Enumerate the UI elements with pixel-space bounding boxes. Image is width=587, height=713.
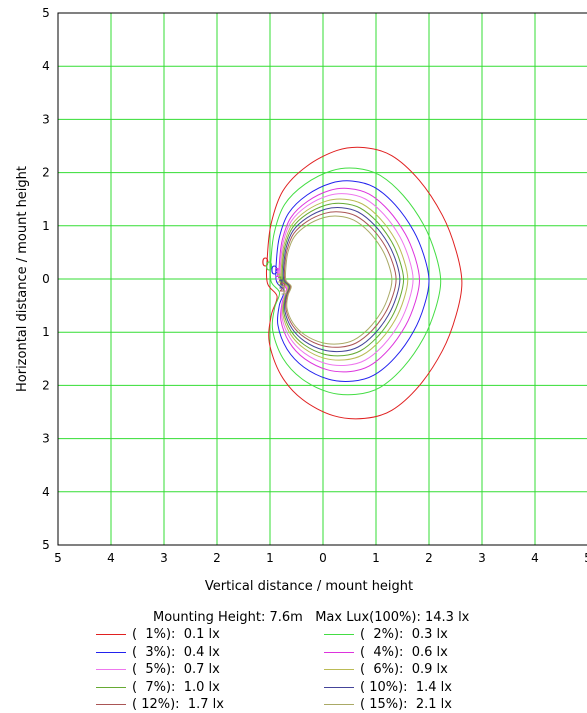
- legend-value: 2.1 lx: [415, 697, 452, 712]
- x-tick-label: 5: [584, 551, 587, 565]
- legend-item: ( 6%): 0.9 lx: [324, 661, 448, 678]
- legend-value: 1.4 lx: [415, 679, 452, 695]
- legend-item: ( 5%): 0.7 lx: [96, 661, 220, 678]
- legend-value: 1.0 lx: [183, 679, 220, 695]
- x-tick-label: 2: [425, 551, 433, 565]
- contour-4-pct: [278, 187, 421, 373]
- legend-pct: ( 10%):: [360, 679, 408, 695]
- legend-value: 0.6 lx: [411, 644, 448, 660]
- y-tick-label: 2: [42, 378, 50, 392]
- contour-label: 1: [275, 269, 283, 283]
- legend-item: ( 3%): 0.4 lx: [96, 644, 220, 661]
- x-tick-label: 4: [107, 551, 115, 565]
- legend-pct: ( 1%):: [132, 627, 176, 642]
- y-axis-label: Horizontal distance / mount height: [15, 166, 30, 392]
- contour-label: 1: [277, 275, 285, 289]
- plot-frame: [57, 12, 587, 546]
- y-tick-label: 3: [42, 432, 50, 446]
- contour-3-pct: [275, 180, 430, 382]
- y-tick-label: 0: [42, 272, 50, 286]
- contour-label: 0: [262, 255, 270, 269]
- y-tick-label: 4: [42, 485, 50, 499]
- legend-item: ( 1%): 0.1 lx: [96, 626, 220, 643]
- legend-pct: ( 3%):: [132, 644, 176, 660]
- legend-swatch: [324, 704, 354, 705]
- legend-value: 0.7 lx: [183, 662, 220, 677]
- contour-label: 0: [265, 260, 273, 274]
- y-tick-labels: 5 4 3 2 1 0 1 2 3 4 5: [42, 6, 50, 552]
- y-tick-label: 1: [42, 219, 50, 233]
- y-tick-label: 5: [42, 6, 50, 20]
- legend-value: 0.3 lx: [411, 627, 448, 642]
- contour-label: 1: [276, 272, 284, 286]
- legend-swatch: [96, 651, 126, 653]
- contour-6-pct: [280, 198, 409, 361]
- contour-label: 1: [280, 284, 288, 298]
- contour-12-pct: [283, 211, 397, 348]
- legend-value: 1.7 lx: [187, 697, 224, 712]
- x-tick-label: 3: [478, 551, 486, 565]
- contour-10-pct: [282, 206, 401, 353]
- contour-label: 1: [274, 266, 282, 280]
- x-axis-label: Vertical distance / mount height: [205, 579, 413, 594]
- max-lux: Max Lux(100%): 14.3 lx: [315, 610, 470, 625]
- y-tick-label: 3: [42, 112, 50, 126]
- legend-value: 0.4 lx: [183, 644, 220, 660]
- x-tick-label: 1: [372, 551, 380, 565]
- x-tick-label: 5: [54, 551, 62, 565]
- legend-swatch: [96, 634, 126, 635]
- legend-item: ( 2%): 0.3 lx: [324, 626, 448, 643]
- contour-7-pct: [281, 202, 405, 357]
- legend-swatch: [324, 651, 354, 653]
- legend-pct: ( 6%):: [360, 662, 404, 677]
- x-tick-label: 0: [319, 551, 327, 565]
- grid-lines: [57, 12, 587, 546]
- legend-pct: ( 15%):: [360, 697, 408, 712]
- contour-label: 2: [279, 280, 287, 294]
- y-tick-label: 4: [42, 59, 50, 73]
- legend-item: ( 15%): 2.1 lx: [324, 696, 452, 713]
- contour-lines: [265, 146, 463, 420]
- legend-pct: ( 12%):: [132, 697, 180, 712]
- mounting-height: Mounting Height: 7.6m: [153, 610, 303, 625]
- legend-swatch: [324, 669, 354, 670]
- legend-swatch: [324, 686, 354, 688]
- contour-label: 1: [278, 277, 286, 291]
- legend-pct: ( 4%):: [360, 644, 404, 660]
- x-tick-label: 2: [213, 551, 221, 565]
- legend-value: 0.1 lx: [183, 627, 220, 642]
- x-tick-label: 4: [531, 551, 539, 565]
- legend-item: ( 10%): 1.4 lx: [324, 679, 452, 696]
- contour-15-pct: [284, 215, 393, 345]
- contour-label: 0: [271, 264, 279, 278]
- x-tick-labels: 5 4 3 2 1 0 1 2 3 4 5: [54, 551, 587, 565]
- y-tick-label: 5: [42, 538, 50, 552]
- legend-swatch: [96, 686, 126, 688]
- legend-header: Mounting Height: 7.6m Max Lux(100%): 14.…: [153, 610, 469, 625]
- legend-item: ( 4%): 0.6 lx: [324, 644, 448, 661]
- legend-pct: ( 2%):: [360, 627, 404, 642]
- legend-item: ( 7%): 1.0 lx: [96, 679, 220, 696]
- legend-item: ( 12%): 1.7 lx: [96, 696, 224, 713]
- legend-pct: ( 7%):: [132, 679, 176, 695]
- legend-pct: ( 5%):: [132, 662, 176, 677]
- contour-2-pct: [269, 167, 442, 396]
- x-tick-label: 1: [266, 551, 274, 565]
- legend-value: 0.9 lx: [411, 662, 448, 677]
- contour-5-pct: [279, 193, 414, 366]
- contour-1-pct: [265, 146, 463, 420]
- legend-swatch: [96, 669, 126, 670]
- y-tick-label: 1: [42, 325, 50, 339]
- y-tick-label: 2: [42, 166, 50, 180]
- legend-swatch: [96, 704, 126, 705]
- legend-swatch: [324, 634, 354, 635]
- x-tick-label: 3: [160, 551, 168, 565]
